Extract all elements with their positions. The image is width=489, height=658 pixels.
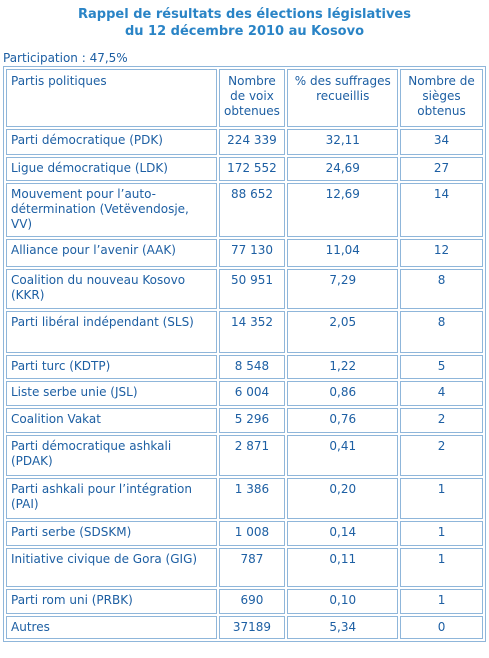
row: Parti démocratique (PDK) 224 339 32,11 34 (6, 129, 483, 155)
cell: 37189 (218, 616, 286, 639)
cell: 32,11 (287, 129, 399, 155)
cell: 172 552 (218, 157, 286, 181)
header-row: Partis politiques Nombre de voix obtenues… (6, 69, 483, 127)
cell: Parti turc (KDTP) (6, 355, 217, 379)
cell: Autres (6, 616, 217, 639)
cell: 12 (400, 239, 483, 267)
cell: 27 (400, 157, 483, 181)
cell: 0,41 (287, 435, 399, 476)
cell: 2,05 (287, 311, 399, 353)
cell: 5 296 (218, 408, 286, 433)
cell: 2 (400, 435, 483, 476)
cell: 1 386 (218, 478, 286, 519)
cell: Alliance pour l’avenir (AAK) (6, 239, 217, 267)
cell: Parti ashkali pour l’intégration (PAI) (6, 478, 217, 519)
cell: 224 339 (218, 129, 286, 155)
cell: 690 (218, 589, 286, 614)
column-header: Nombre de voix obtenues (218, 69, 286, 127)
row: Coalition du nouveau Kosovo (KKR) 50 951 7… (6, 269, 483, 309)
cell: 2 871 (218, 435, 286, 476)
cell: 5,34 (287, 616, 399, 639)
cell: 0,86 (287, 381, 399, 406)
cell: 88 652 (218, 183, 286, 237)
row: Parti serbe (SDSKM) 1 008 0,14 1 (6, 521, 483, 546)
column-header: Nombre de sièges obtenus (400, 69, 483, 127)
participation: Participation : 47,5% (3, 51, 128, 65)
cell: Initiative civique de Gora (GIG) (6, 548, 217, 587)
row: Parti libéral indépendant (SLS) 14 352 2,0… (6, 311, 483, 353)
cell: Liste serbe unie (JSL) (6, 381, 217, 406)
cell: 8 548 (218, 355, 286, 379)
row: Initiative civique de Gora (GIG) 787 0,11 1 (6, 548, 483, 587)
cell: 5 (400, 355, 483, 379)
cell: 2 (400, 408, 483, 433)
cell: 0 (400, 616, 483, 639)
cell: 1 (400, 589, 483, 614)
table-body: Partis politiques Nombre de voix obtenues… (6, 69, 483, 639)
row: Liste serbe unie (JSL) 6 004 0,86 4 (6, 381, 483, 406)
cell: 0,11 (287, 548, 399, 587)
cell: 1 (400, 548, 483, 587)
row: Coalition Vakat 5 296 0,76 2 (6, 408, 483, 433)
cell: 0,20 (287, 478, 399, 519)
row: Autres 37189 5,34 0 (6, 616, 483, 639)
cell: 0,14 (287, 521, 399, 546)
cell: Mouvement pour l’auto-détermination (Vet… (6, 183, 217, 237)
title: Rappel de résultats des élections législ… (0, 6, 489, 40)
cell: 34 (400, 129, 483, 155)
cell: 7,29 (287, 269, 399, 309)
row: Parti turc (KDTP) 8 548 1,22 5 (6, 355, 483, 379)
cell: 787 (218, 548, 286, 587)
cell: 14 (400, 183, 483, 237)
title-line: du 12 décembre 2010 au Kosovo (124, 24, 365, 39)
cell: 77 130 (218, 239, 286, 267)
row: Alliance pour l’avenir (AAK) 77 130 11,04 1… (6, 239, 483, 267)
cell: 6 004 (218, 381, 286, 406)
cell: Ligue démocratique (LDK) (6, 157, 217, 181)
cell: 50 951 (218, 269, 286, 309)
cell: 1,22 (287, 355, 399, 379)
cell: Parti démocratique ashkali (PDAK) (6, 435, 217, 476)
cell: Parti libéral indépendant (SLS) (6, 311, 217, 353)
cell: 12,69 (287, 183, 399, 237)
cell: 4 (400, 381, 483, 406)
cell: 1 (400, 521, 483, 546)
column-header: Partis politiques (6, 69, 217, 127)
row: Parti ashkali pour l’intégration (PAI) 1 … (6, 478, 483, 519)
cell: Parti serbe (SDSKM) (6, 521, 217, 546)
cell: Parti démocratique (PDK) (6, 129, 217, 155)
row: Mouvement pour l’auto-détermination (Vet… (6, 183, 483, 237)
cell: 11,04 (287, 239, 399, 267)
cell: 8 (400, 269, 483, 309)
cell: 8 (400, 311, 483, 353)
cell: 14 352 (218, 311, 286, 353)
results-table: Partis politiques Nombre de voix obtenues… (3, 66, 486, 642)
cell: 1 008 (218, 521, 286, 546)
cell: 0,10 (287, 589, 399, 614)
cell: Coalition du nouveau Kosovo (KKR) (6, 269, 217, 309)
row: Parti démocratique ashkali (PDAK) 2 871 0,… (6, 435, 483, 476)
row: Parti rom uni (PRBK) 690 0,10 1 (6, 589, 483, 614)
column-header: % des suffrages recueillis (287, 69, 399, 127)
title-line: Rappel de résultats des élections législ… (78, 7, 411, 22)
cell: Coalition Vakat (6, 408, 217, 433)
row: Ligue démocratique (LDK) 172 552 24,69 27 (6, 157, 483, 181)
cell: 1 (400, 478, 483, 519)
cell: Parti rom uni (PRBK) (6, 589, 217, 614)
cell: 0,76 (287, 408, 399, 433)
cell: 24,69 (287, 157, 399, 181)
